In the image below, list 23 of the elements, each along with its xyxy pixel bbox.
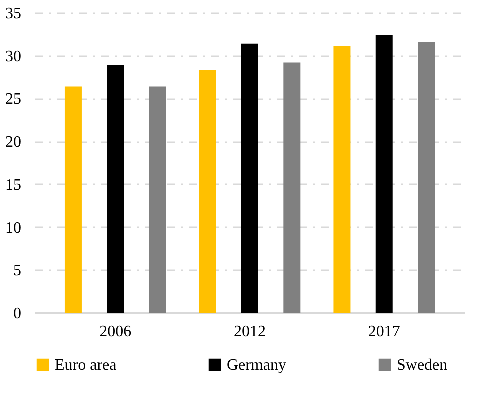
bar <box>418 42 436 313</box>
bar <box>107 65 124 313</box>
y-tick-label: 0 <box>14 306 22 322</box>
x-tick-label: 2006 <box>100 324 132 340</box>
y-tick-label: 35 <box>6 6 22 22</box>
bar <box>334 46 351 313</box>
y-tick-label: 5 <box>14 262 22 280</box>
legend-label: Germany <box>227 357 287 374</box>
x-tick-label: 2017 <box>368 324 400 340</box>
bar <box>376 35 393 313</box>
bar <box>199 70 216 313</box>
x-tick-label: 2012 <box>234 324 266 340</box>
y-tick-label: 10 <box>6 220 22 237</box>
legend-label: Sweden <box>397 357 448 374</box>
y-tick-label: 25 <box>6 91 22 108</box>
bar <box>149 86 166 313</box>
bar <box>284 62 301 313</box>
y-tick-label: 30 <box>6 48 22 66</box>
y-tick-label: 15 <box>6 176 22 194</box>
legend-label: Euro area <box>55 357 117 374</box>
bar <box>242 44 258 313</box>
y-tick-label: 20 <box>6 134 22 152</box>
bar <box>64 86 82 313</box>
